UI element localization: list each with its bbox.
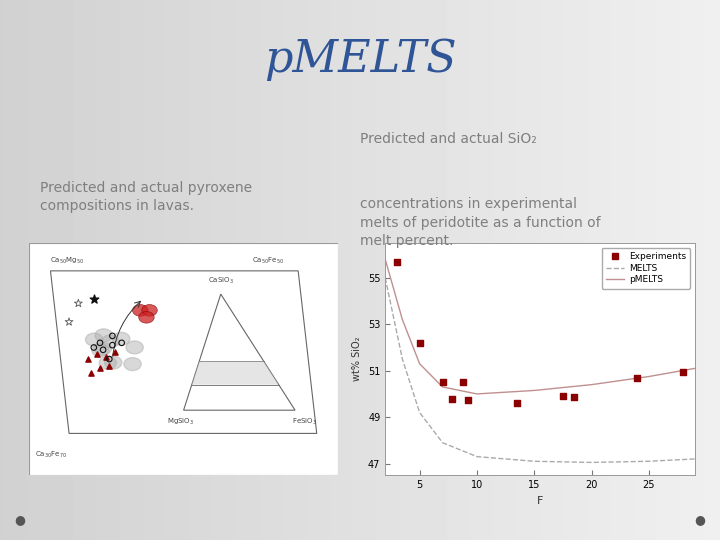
X-axis label: F: F [537, 496, 543, 505]
Point [88, 294, 99, 303]
Point [631, 373, 643, 382]
Circle shape [124, 357, 141, 370]
Point [391, 257, 402, 266]
Point [107, 332, 118, 340]
Circle shape [112, 332, 130, 345]
Legend: Experiments, MELTS, pMELTS: Experiments, MELTS, pMELTS [602, 247, 690, 289]
Point [437, 378, 449, 387]
Point [97, 346, 109, 354]
Point [91, 350, 103, 359]
Point [414, 339, 426, 347]
Point [94, 339, 106, 347]
Point [109, 348, 121, 356]
Circle shape [95, 329, 112, 342]
Y-axis label: wt% SiO₂: wt% SiO₂ [352, 337, 362, 381]
Text: Ca$_{50}$Fe$_{50}$: Ca$_{50}$Fe$_{50}$ [252, 256, 284, 266]
Text: Ca$_{30}$Fe$_{70}$: Ca$_{30}$Fe$_{70}$ [35, 450, 67, 460]
Text: Predicted and actual pyroxene
compositions in lavas.: Predicted and actual pyroxene compositio… [40, 181, 252, 213]
Circle shape [99, 356, 117, 369]
Point [104, 362, 115, 370]
Circle shape [132, 305, 148, 316]
Point [94, 364, 106, 373]
Text: concentrations in experimental
melts of peridotite as a function of
melt percent: concentrations in experimental melts of … [360, 197, 600, 248]
Circle shape [94, 342, 112, 355]
Point [107, 341, 118, 349]
Point [462, 395, 474, 404]
Point [678, 368, 689, 376]
Circle shape [91, 343, 109, 357]
Point [569, 393, 580, 402]
Point [457, 378, 469, 387]
Circle shape [142, 305, 157, 316]
Text: pMELTS: pMELTS [264, 38, 456, 81]
Text: Ca$_{50}$Mg$_{50}$: Ca$_{50}$Mg$_{50}$ [50, 256, 85, 266]
Point [63, 318, 75, 326]
Circle shape [104, 356, 122, 369]
Point [116, 339, 127, 347]
Circle shape [126, 341, 143, 354]
FancyBboxPatch shape [29, 243, 338, 475]
Point [82, 355, 94, 363]
Polygon shape [192, 361, 279, 384]
Point [511, 399, 523, 408]
Point [104, 355, 115, 363]
Point [73, 299, 84, 308]
Circle shape [86, 333, 103, 346]
Text: ●: ● [694, 513, 706, 526]
Circle shape [102, 335, 119, 348]
Text: ●: ● [14, 513, 26, 526]
Point [88, 343, 99, 352]
Text: CaSiO$_3$: CaSiO$_3$ [208, 275, 234, 286]
Text: MgSiO$_3$: MgSiO$_3$ [167, 417, 194, 427]
Point [100, 353, 112, 361]
Point [557, 392, 569, 401]
Point [85, 369, 96, 377]
Text: Predicted and actual SiO₂: Predicted and actual SiO₂ [360, 132, 536, 146]
Point [446, 394, 457, 403]
Text: FeSiO$_3$: FeSiO$_3$ [292, 417, 317, 427]
Circle shape [139, 312, 154, 323]
